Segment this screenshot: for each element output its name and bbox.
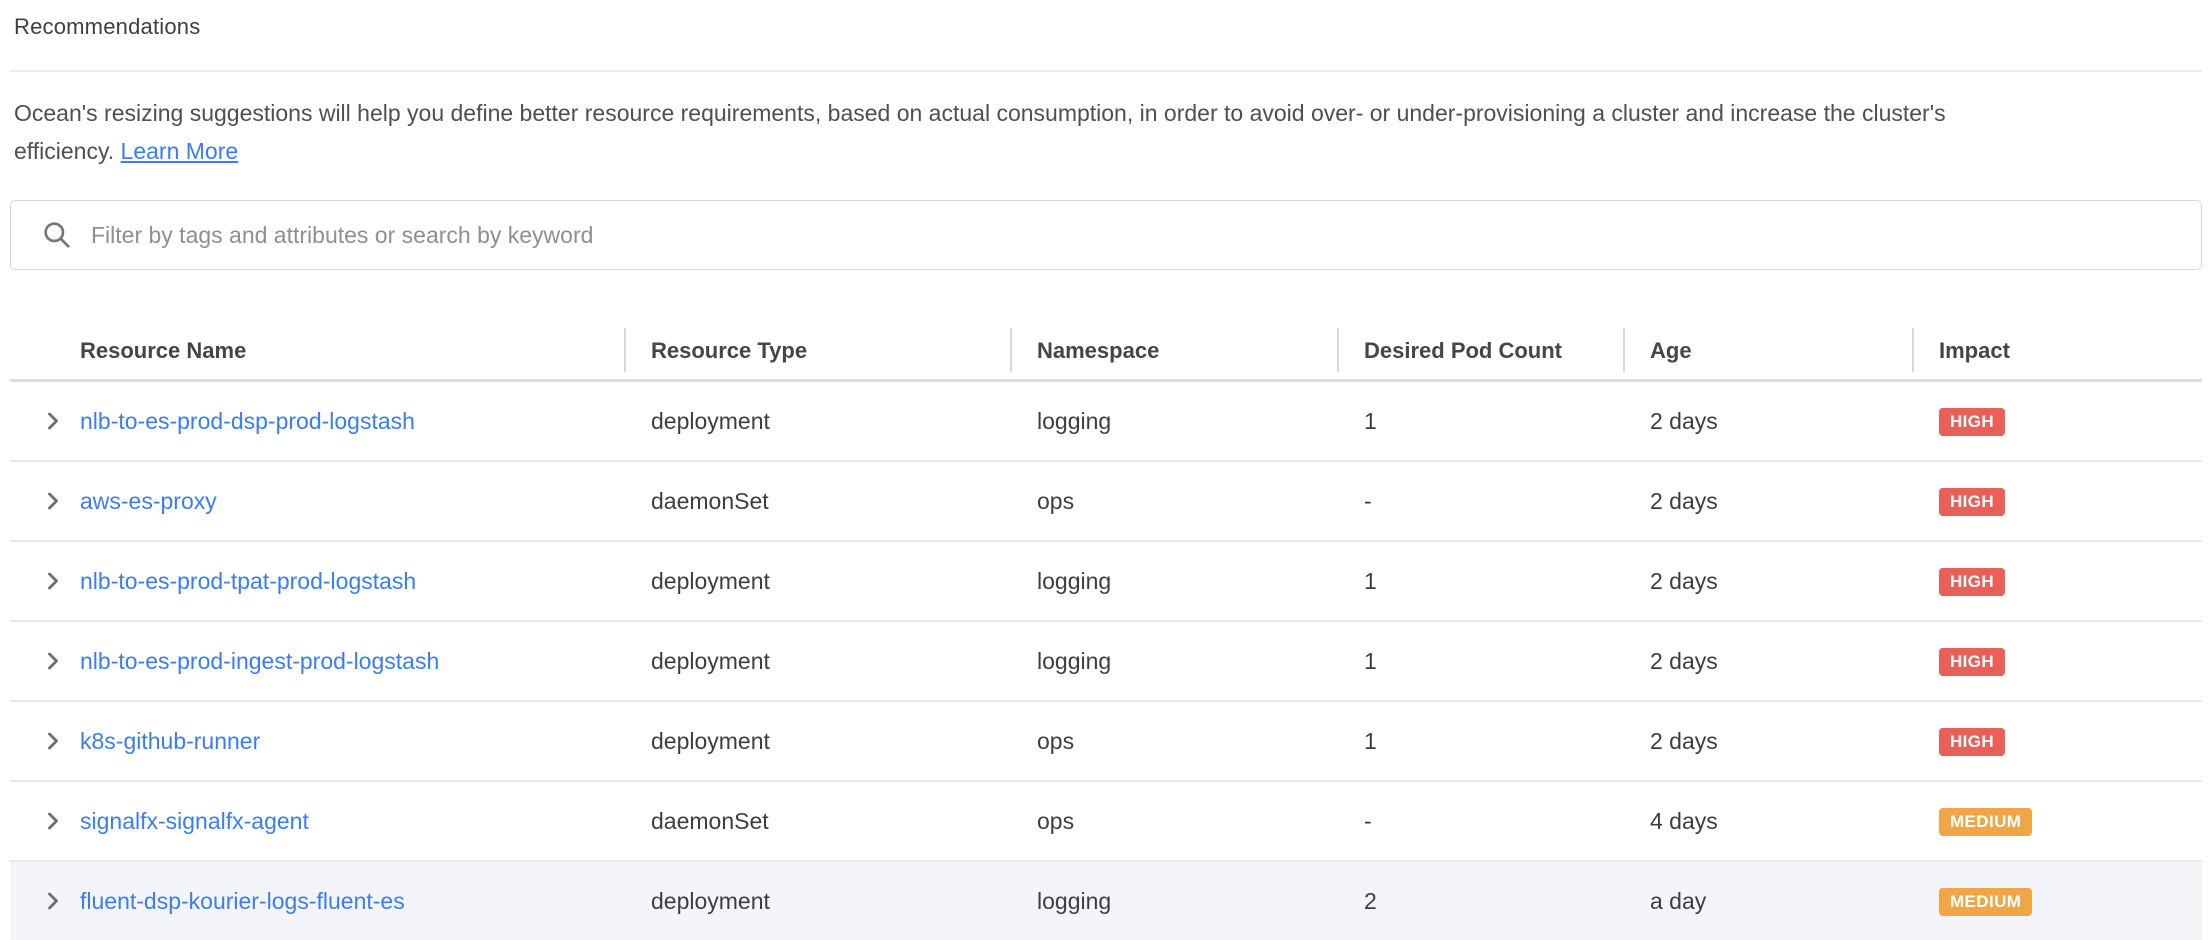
chevron-right-icon <box>48 492 58 510</box>
page-title: Recommendations <box>14 14 201 39</box>
namespace-cell: logging <box>1037 407 1112 434</box>
pod-count-cell: 1 <box>1364 567 1377 594</box>
filter-search-box[interactable] <box>10 200 2202 270</box>
column-header-namespace: Namespace <box>1010 322 1337 379</box>
column-header-impact: Impact <box>1912 322 2202 379</box>
resource-name-cell: signalfx-signalfx-agent <box>10 808 624 835</box>
impact-badge: HIGH <box>1939 488 2006 516</box>
expand-row-button[interactable] <box>41 409 65 433</box>
resource-name-link[interactable]: fluent-dsp-kourier-logs-fluent-es <box>80 887 405 914</box>
resource-name-cell: nlb-to-es-prod-ingest-prod-logstash <box>10 648 624 675</box>
recommendations-table: Resource Name Resource Type Namespace De… <box>10 322 2202 940</box>
expand-row-button[interactable] <box>41 729 65 753</box>
expand-row-button[interactable] <box>41 889 65 913</box>
chevron-right-icon <box>48 732 58 750</box>
impact-cell: HIGH <box>1912 566 2202 596</box>
resource-name-link[interactable]: nlb-to-es-prod-ingest-prod-logstash <box>80 647 440 674</box>
chevron-right-icon <box>48 572 58 590</box>
resource-name-cell: fluent-dsp-kourier-logs-fluent-es <box>10 888 624 915</box>
age-cell: 2 days <box>1650 567 1718 594</box>
namespace-cell: ops <box>1037 807 1075 834</box>
impact-badge: HIGH <box>1939 648 2006 676</box>
age-cell: 2 days <box>1650 487 1718 514</box>
impact-cell: HIGH <box>1912 726 2202 756</box>
resource-type-cell: deployment <box>651 887 770 914</box>
resource-name-link[interactable]: k8s-github-runner <box>80 727 261 754</box>
impact-badge: HIGH <box>1939 408 2006 436</box>
impact-badge: MEDIUM <box>1939 808 2033 836</box>
resource-type-cell: deployment <box>651 647 770 674</box>
resource-name-link[interactable]: signalfx-signalfx-agent <box>80 807 309 834</box>
resource-type-cell: deployment <box>651 407 770 434</box>
age-cell: 2 days <box>1650 407 1718 434</box>
title-divider <box>10 70 2202 72</box>
description-line-2-text: efficiency. <box>14 138 121 164</box>
table-header-row: Resource Name Resource Type Namespace De… <box>10 322 2202 382</box>
expand-row-button[interactable] <box>41 649 65 673</box>
resource-type-cell: daemonSet <box>651 807 769 834</box>
resource-name-link[interactable]: nlb-to-es-prod-dsp-prod-logstash <box>80 407 415 434</box>
age-cell: 2 days <box>1650 647 1718 674</box>
column-header-desired-pod-count: Desired Pod Count <box>1337 322 1623 379</box>
chevron-right-icon <box>48 652 58 670</box>
age-cell: 2 days <box>1650 727 1718 754</box>
resource-name-cell: k8s-github-runner <box>10 728 624 755</box>
impact-cell: HIGH <box>1912 646 2202 676</box>
table-row[interactable]: nlb-to-es-prod-dsp-prod-logstash deploym… <box>10 382 2202 462</box>
pod-count-cell: - <box>1364 487 1372 514</box>
description-line-1: Ocean's resizing suggestions will help y… <box>14 100 1946 126</box>
table-row[interactable]: nlb-to-es-prod-ingest-prod-logstash depl… <box>10 622 2202 702</box>
namespace-cell: logging <box>1037 647 1112 674</box>
recommendations-page: Recommendations Ocean's resizing suggest… <box>0 12 2212 940</box>
resource-type-cell: deployment <box>651 727 770 754</box>
search-icon <box>44 222 70 248</box>
resource-name-link[interactable]: nlb-to-es-prod-tpat-prod-logstash <box>80 567 417 594</box>
chevron-right-icon <box>48 412 58 430</box>
table-row[interactable]: signalfx-signalfx-agent daemonSet ops - … <box>10 782 2202 862</box>
impact-cell: MEDIUM <box>1912 806 2202 836</box>
impact-badge: HIGH <box>1939 728 2006 756</box>
impact-cell: MEDIUM <box>1912 886 2202 916</box>
namespace-cell: logging <box>1037 567 1112 594</box>
namespace-cell: logging <box>1037 887 1112 914</box>
pod-count-cell: - <box>1364 807 1372 834</box>
description-line-2: efficiency. Learn More <box>14 132 2202 170</box>
resource-name-cell: aws-es-proxy <box>10 488 624 515</box>
resource-name-cell: nlb-to-es-prod-dsp-prod-logstash <box>10 408 624 435</box>
table-row[interactable]: fluent-dsp-kourier-logs-fluent-es deploy… <box>10 862 2202 940</box>
pod-count-cell: 1 <box>1364 727 1377 754</box>
table-row[interactable]: nlb-to-es-prod-tpat-prod-logstash deploy… <box>10 542 2202 622</box>
page-description: Ocean's resizing suggestions will help y… <box>14 94 2202 170</box>
filter-search-input[interactable] <box>91 221 2177 249</box>
table-body: nlb-to-es-prod-dsp-prod-logstash deploym… <box>10 382 2202 940</box>
impact-cell: HIGH <box>1912 406 2202 436</box>
impact-badge: HIGH <box>1939 568 2006 596</box>
learn-more-link[interactable]: Learn More <box>120 138 239 164</box>
resource-type-cell: deployment <box>651 567 770 594</box>
column-header-resource-name: Resource Name <box>80 337 247 363</box>
age-cell: 4 days <box>1650 807 1718 834</box>
expand-row-button[interactable] <box>41 489 65 513</box>
resource-name-link[interactable]: aws-es-proxy <box>80 487 217 514</box>
resource-type-cell: daemonSet <box>651 487 769 514</box>
pod-count-cell: 1 <box>1364 647 1377 674</box>
impact-cell: HIGH <box>1912 486 2202 516</box>
chevron-right-icon <box>48 892 58 910</box>
namespace-cell: ops <box>1037 487 1075 514</box>
age-cell: a day <box>1650 887 1707 914</box>
impact-badge: MEDIUM <box>1939 888 2033 916</box>
pod-count-cell: 2 <box>1364 887 1377 914</box>
column-header-resource-type: Resource Type <box>624 322 1010 379</box>
chevron-right-icon <box>48 812 58 830</box>
table-row[interactable]: k8s-github-runner deployment ops 1 2 day… <box>10 702 2202 782</box>
column-header-age: Age <box>1623 322 1912 379</box>
resource-name-cell: nlb-to-es-prod-tpat-prod-logstash <box>10 568 624 595</box>
expand-row-button[interactable] <box>41 809 65 833</box>
expand-row-button[interactable] <box>41 569 65 593</box>
pod-count-cell: 1 <box>1364 407 1377 434</box>
namespace-cell: ops <box>1037 727 1075 754</box>
table-row[interactable]: aws-es-proxy daemonSet ops - 2 days HIGH <box>10 462 2202 542</box>
